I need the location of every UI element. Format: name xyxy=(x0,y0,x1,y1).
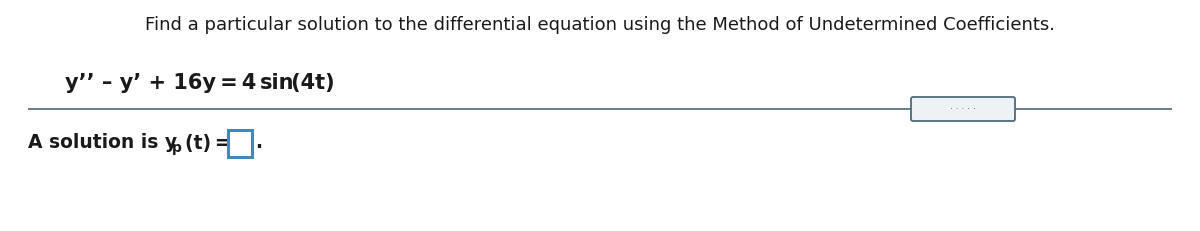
Text: (4t): (4t) xyxy=(287,73,335,93)
FancyBboxPatch shape xyxy=(911,97,1015,121)
Text: · · · · ·: · · · · · xyxy=(950,104,976,113)
Text: p: p xyxy=(172,141,182,155)
Text: sin: sin xyxy=(260,73,294,93)
Text: A solution is y: A solution is y xyxy=(28,134,178,152)
FancyBboxPatch shape xyxy=(228,130,252,156)
Text: y’’ – y’ + 16y = 4: y’’ – y’ + 16y = 4 xyxy=(65,73,260,93)
Text: Find a particular solution to the differential equation using the Method of Unde: Find a particular solution to the differ… xyxy=(145,16,1055,34)
Text: .: . xyxy=(256,134,262,152)
Text: (t) =: (t) = xyxy=(185,134,230,152)
